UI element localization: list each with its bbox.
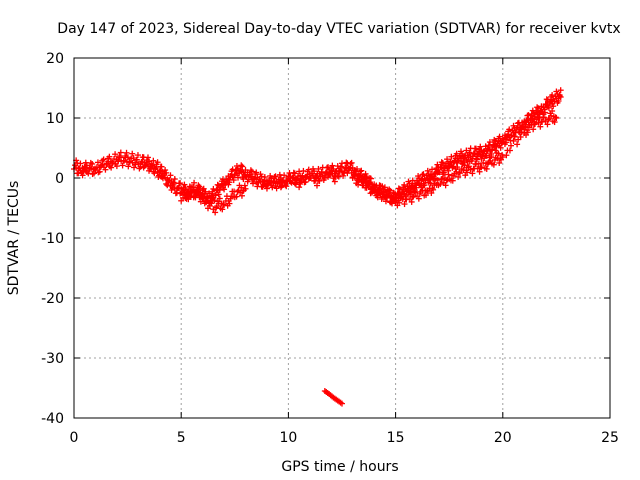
data-point [531,121,538,127]
x-tick-label: 20 [494,430,512,446]
y-axis-label: SDTVAR / TECUs [6,181,22,296]
data-point-trace [506,142,515,154]
data-point-trace [535,114,543,126]
data-point-trace [116,149,124,161]
data-point [165,179,172,186]
data-point-trace [278,178,286,190]
data-point [242,185,249,192]
data-point-trace [299,167,307,179]
data-point-trace [260,177,268,189]
data-point-trace [408,194,416,205]
data-point-trace [540,109,548,121]
y-tick-label: 20 [46,51,64,67]
data-point-trace [455,169,463,180]
data-layer [71,87,564,407]
data-point-trace [246,167,254,179]
series-sdtvar [71,87,564,207]
data-point-trace [428,185,436,197]
data-point-trace [313,177,322,189]
data-point-trace [485,139,493,150]
data-point [326,172,333,178]
data-point-trace [505,126,513,138]
x-tick-label: 5 [177,430,186,446]
data-point-trace [237,162,245,174]
data-point-trace [551,114,559,126]
data-point-trace [331,173,339,185]
data-point-trace [465,158,473,170]
y-tick-label: -20 [41,291,64,307]
data-point [467,166,474,173]
y-tick-label: -40 [41,411,64,427]
data-point [109,160,116,166]
data-point-trace [476,143,484,155]
data-point [454,158,461,165]
data-point-trace [412,184,420,196]
x-tick-label: 10 [279,430,297,446]
data-point-trace [358,173,366,185]
x-tick-label: 25 [601,430,619,446]
y-tick-label: 0 [55,171,64,187]
data-point-trace [533,111,541,123]
data-point-trace [203,194,211,205]
axes: 0 5 10 15 20 25 20 10 0 -10 -20 -30 -40 [41,51,619,446]
data-point-trace [208,195,216,207]
data-point-trace [237,184,245,196]
x-axis-label: GPS time / hours [281,459,398,475]
data-point-trace [247,168,255,180]
y-tick-label: 10 [46,111,64,127]
series-sdtvar-outlier [321,388,345,407]
data-point [493,143,500,150]
x-tick-label: 15 [387,430,405,446]
data-point-trace [405,187,413,198]
data-point-trace [390,190,398,202]
data-point [221,202,228,208]
y-tick-label: -10 [41,231,64,247]
chart-title: Day 147 of 2023, Sidereal Day-to-day VTE… [57,21,620,37]
data-point-trace [289,169,297,181]
data-point [478,164,485,171]
data-point-trace [364,175,372,187]
grid-lines [74,58,610,418]
data-point-trace [337,160,345,172]
data-point [287,178,294,185]
data-point [456,170,463,177]
data-point [339,400,345,407]
data-point-trace [510,133,518,144]
data-point-trace [378,183,386,195]
data-point-trace [437,159,445,170]
data-point [403,196,410,203]
data-point [557,94,564,100]
x-tick-label: 0 [70,430,79,446]
data-point-trace [490,136,498,148]
data-point-trace [170,176,178,187]
y-tick-label: -30 [41,351,64,367]
data-point-trace [439,171,447,183]
data-point [553,115,560,121]
data-point-trace [133,152,141,163]
data-point-trace [487,153,495,164]
data-point [499,154,506,160]
data-point-trace [143,154,151,166]
series-sdtvar-lower [178,107,560,216]
data-point-trace [342,159,350,171]
data-point-trace [296,179,304,191]
